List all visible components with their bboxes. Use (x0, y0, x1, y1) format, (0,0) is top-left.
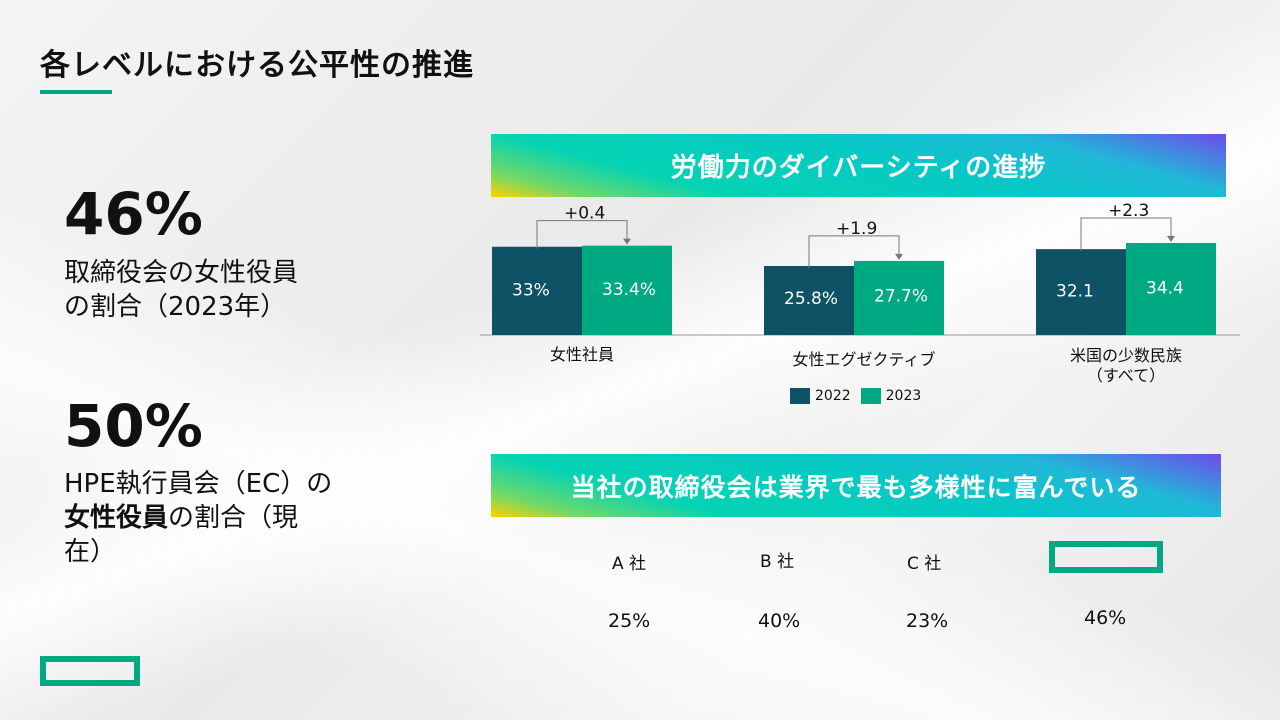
legend-swatch-2023 (860, 388, 881, 404)
bar-us-minorities-2023 (1126, 243, 1216, 335)
board-diversity-banner: 当社の取締役会は業界で最も多様性に富んでいる (491, 454, 1221, 517)
stat-board-women-desc: 取締役会の女性役員 の割合（2023年） (64, 256, 384, 324)
chart-legend: 2022 2023 (790, 388, 931, 404)
workforce-diversity-banner: 労働力のダイバーシティの進捗 (491, 134, 1226, 197)
stat-board-women-desc-line1: 取締役会の女性役員 (64, 258, 299, 288)
stat-ec-women-value: 50% (64, 392, 203, 460)
legend-label-2023: 2023 (885, 388, 922, 404)
stat-ec-women-desc-line3: 在） (64, 537, 117, 567)
company-a-value: 25% (608, 610, 651, 632)
bar-women-employees-2023 (582, 245, 672, 335)
bar-women-executives-2023 (854, 260, 944, 335)
legend-label-2022: 2022 (815, 388, 851, 404)
stat-board-women-value: 46% (64, 180, 203, 248)
data-label-women-employees-2023: 33.4% (602, 280, 656, 300)
hpe-logo (1049, 541, 1163, 573)
change-arrow-women-employees (623, 238, 631, 245)
company-b-value: 40% (758, 610, 801, 632)
change-label-women-employees: +0.4 (564, 204, 605, 224)
company-c-value: 23% (906, 610, 949, 632)
bar-women-employees-2022 (492, 246, 582, 335)
data-label-us-minorities-2023: 34.4 (1146, 279, 1184, 299)
hpe-footer-logo (40, 656, 140, 686)
company-c-label: C 社 (907, 554, 942, 574)
change-bracket-us-minorities (1080, 217, 1172, 252)
category-label-women-employees: 女性社員 (549, 345, 614, 364)
stat-board-women-desc-line2: の割合（2023年） (64, 292, 287, 322)
change-label-us-minorities: +2.3 (1108, 201, 1149, 221)
diversity-bar-chart: 33% 33.4% +0.4 25.8% 27.7% +1.9 32.1 34.4 +2.3 (480, 201, 1240, 336)
stat-ec-women-desc-line2: 女性役員の割合（現 (64, 501, 384, 535)
data-label-women-employees-2022: 33% (512, 280, 550, 300)
data-label-women-executives-2022: 25.8% (784, 289, 838, 309)
change-label-women-executives: +1.9 (836, 219, 877, 239)
stat-ec-women-desc-line2-rest: の割合（現 (168, 503, 299, 533)
legend-swatch-2022 (790, 388, 810, 404)
stat-ec-women-desc-bold: 女性役員 (64, 503, 169, 533)
data-label-us-minorities-2022: 32.1 (1056, 281, 1094, 301)
stat-ec-women-desc-line1: HPE執行員会（EC）の (64, 469, 333, 499)
data-label-women-executives-2023: 27.7% (874, 287, 928, 307)
title-underline (40, 90, 112, 94)
page-title: 各レベルにおける公平性の推進 (40, 48, 474, 83)
company-a-label: A 社 (612, 554, 647, 574)
change-bracket-women-employees (536, 220, 628, 249)
bar-women-executives-2022 (764, 266, 854, 335)
category-label-women-executives: 女性エグゼクティブ (792, 350, 936, 369)
legend-item-2023: 2023 (860, 388, 922, 404)
change-bracket-women-executives (808, 235, 900, 268)
stat-ec-women-desc: HPE執行員会（EC）の 女性役員の割合（現 在） (64, 467, 384, 569)
hpe-value: 46% (1084, 607, 1127, 629)
category-label-us-minorities: 米国の少数民族 （すべて） (1069, 346, 1182, 385)
bar-us-minorities-2022 (1036, 249, 1126, 335)
legend-item-2022: 2022 (790, 388, 851, 404)
change-arrow-women-executives (895, 253, 903, 260)
change-arrow-us-minorities (1167, 236, 1175, 242)
company-b-label: B 社 (760, 552, 795, 572)
